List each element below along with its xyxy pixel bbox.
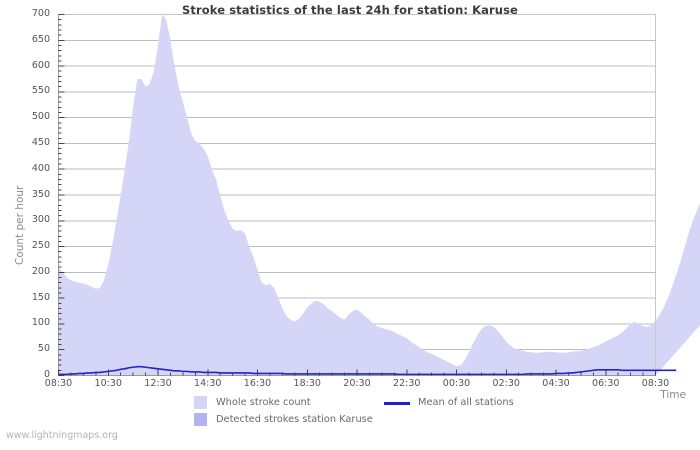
legend-label-mean: Mean of all stations: [418, 397, 514, 408]
legend-line-mean: [384, 402, 410, 405]
x-axis-label: Time: [660, 389, 686, 401]
x-tick-label: 14:30: [194, 378, 222, 389]
x-tick-label: 06:30: [592, 378, 620, 389]
x-tick-label: 08:30: [44, 378, 73, 389]
y-tick-label: 250: [31, 240, 50, 252]
y-tick-label: 300: [31, 214, 50, 226]
footer-url: www.lightningmaps.org: [6, 430, 118, 441]
page-title: Stroke statistics of the last 24h for st…: [182, 3, 518, 17]
x-tick-label: 12:30: [144, 378, 172, 389]
y-tick-label: 700: [31, 8, 50, 19]
y-tick-label: 150: [31, 291, 50, 303]
y-tick-label: 50: [37, 343, 50, 355]
x-tick-label: 08:30: [641, 378, 670, 389]
x-tick-label: 00:30: [442, 378, 471, 389]
y-tick-label: 500: [31, 111, 50, 123]
chart-legend: Whole stroke count Detected strokes stat…: [0, 394, 700, 428]
y-tick-label: 400: [31, 162, 50, 174]
y-tick-label: 0: [43, 369, 50, 380]
legend-label-whole: Whole stroke count: [216, 397, 311, 408]
x-tick-label: 20:30: [343, 378, 371, 389]
x-tick-label: 18:30: [293, 378, 321, 389]
x-tick-label: 22:30: [393, 378, 421, 389]
y-tick-label: 200: [31, 265, 50, 277]
x-tick-label: 02:30: [492, 378, 520, 389]
y-tick-label: 350: [31, 188, 50, 200]
x-tick-label: 16:30: [243, 378, 272, 389]
y-tick-label: 550: [31, 85, 50, 97]
legend-swatch-whole: [194, 396, 207, 409]
x-tick-label: 04:30: [542, 378, 570, 389]
legend-swatch-detected: [194, 413, 207, 426]
y-tick-label: 100: [31, 317, 50, 329]
y-tick-label: 600: [31, 59, 50, 71]
y-tick-label: 450: [31, 136, 50, 148]
legend-label-detected: Detected strokes station Karuse: [216, 414, 373, 425]
x-tick-label: 10:30: [94, 378, 122, 389]
y-tick-label: 650: [31, 33, 50, 45]
